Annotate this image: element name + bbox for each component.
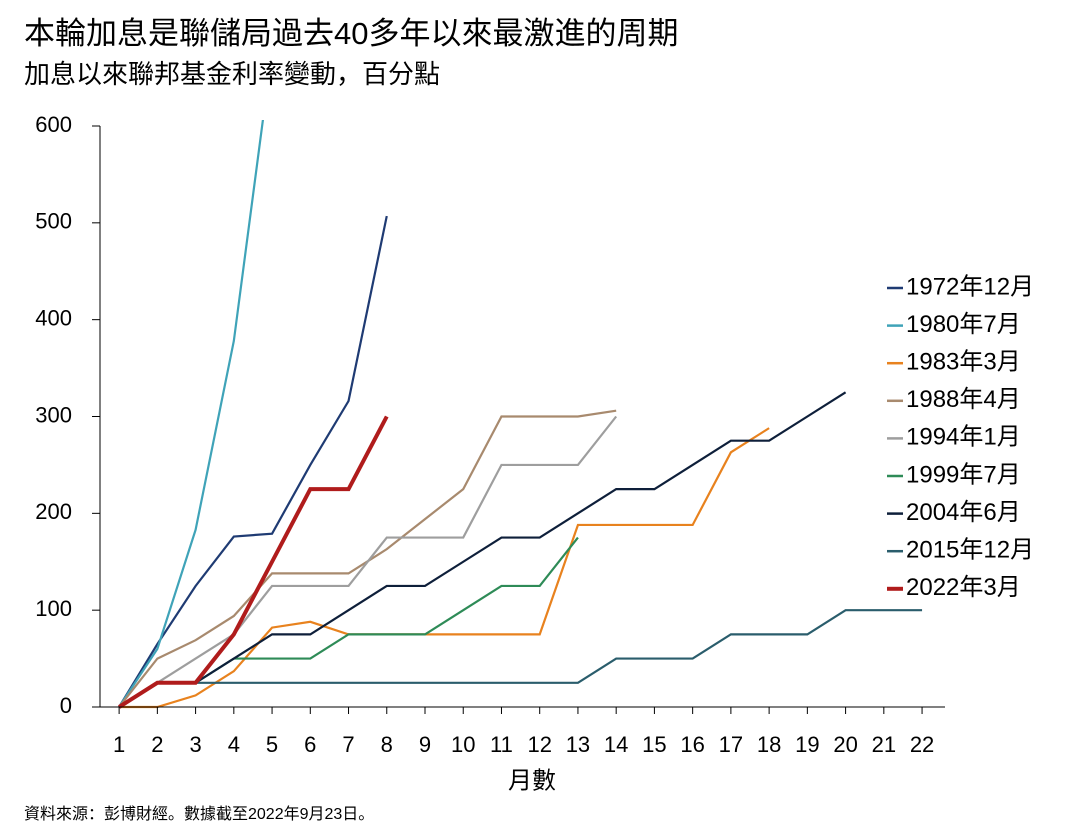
x-axis-label: 月數 <box>508 767 556 794</box>
x-tick-label: 6 <box>304 732 316 757</box>
x-tick-label: 18 <box>757 732 781 757</box>
x-tick-label: 12 <box>527 732 551 757</box>
legend-label: 1980年7月 <box>906 311 1021 338</box>
series-line <box>118 415 618 708</box>
legend-label: 1994年1月 <box>906 424 1021 451</box>
y-tick-label: 600 <box>35 112 72 137</box>
legend-label: 2022年3月 <box>906 574 1021 601</box>
x-tick-label: 8 <box>381 732 393 757</box>
y-tick-label: 300 <box>35 402 72 427</box>
x-tick-label: 22 <box>910 732 934 757</box>
series-line <box>119 427 770 709</box>
x-tick-label: 16 <box>680 732 704 757</box>
legend-label: 2004年6月 <box>906 499 1021 526</box>
x-tick-label: 11 <box>490 732 513 757</box>
x-tick-label: 19 <box>795 732 819 757</box>
y-tick-label: 500 <box>35 209 72 234</box>
x-tick-label: 3 <box>189 732 201 757</box>
legend-label: 1988年4月 <box>906 386 1021 413</box>
series-line <box>118 215 388 708</box>
x-tick-label: 5 <box>266 732 278 757</box>
y-tick-label: 100 <box>35 596 72 621</box>
x-tick-label: 14 <box>604 732 628 757</box>
y-tick-label: 200 <box>35 499 72 524</box>
y-tick-label: 0 <box>60 693 72 718</box>
x-tick-label: 4 <box>228 732 240 757</box>
y-tick-label: 400 <box>35 305 72 330</box>
legend-label: 1999年7月 <box>906 461 1021 488</box>
x-tick-label: 1 <box>113 732 125 757</box>
x-tick-label: 15 <box>642 732 666 757</box>
series-line <box>118 120 265 708</box>
chart-subtitle: 加息以來聯邦基金利率變動，百分點 <box>24 59 440 89</box>
x-tick-label: 9 <box>419 732 431 757</box>
legend-label: 1983年3月 <box>906 349 1021 376</box>
series-line <box>118 415 389 709</box>
x-tick-label: 10 <box>451 732 475 757</box>
chart-title: 本輪加息是聯儲局過去40多年以來最激進的周期 <box>24 16 678 51</box>
series-line <box>118 609 923 708</box>
series-line <box>118 391 847 708</box>
x-tick-label: 2 <box>151 732 163 757</box>
legend-label: 1972年12月 <box>906 273 1034 300</box>
plot-area <box>118 120 923 709</box>
x-tick-label: 20 <box>833 732 857 757</box>
x-tick-label: 7 <box>342 732 354 757</box>
x-tick-label: 17 <box>719 732 743 757</box>
legend-label: 2015年12月 <box>906 537 1034 564</box>
source-note: 資料來源：彭博財經。數據截至2022年9月23日。 <box>24 805 374 823</box>
x-tick-label: 13 <box>566 732 590 757</box>
x-tick-label: 21 <box>872 732 896 757</box>
